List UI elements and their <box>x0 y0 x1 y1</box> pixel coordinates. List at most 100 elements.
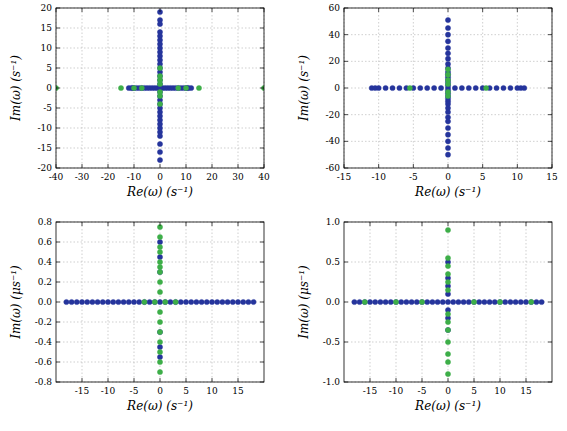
tick <box>448 8 449 12</box>
point <box>69 299 74 304</box>
tick <box>548 114 552 115</box>
y-tick-label: 0.5 <box>326 257 341 267</box>
tick <box>212 222 213 226</box>
point <box>163 299 168 304</box>
point <box>466 299 471 304</box>
tick <box>422 222 423 226</box>
tick <box>108 378 109 382</box>
point <box>157 354 162 359</box>
tick <box>82 164 83 168</box>
panel: -15-10-5051015-1.0-0.50.00.51.0Re(ω) (s⁻… <box>297 217 552 413</box>
point <box>445 287 450 292</box>
tick <box>344 168 348 169</box>
point <box>445 56 450 61</box>
x-tick-label: -15 <box>363 386 378 396</box>
tick <box>260 222 264 223</box>
tick <box>56 262 60 263</box>
point <box>445 25 450 30</box>
point <box>440 299 445 304</box>
tick <box>260 28 264 29</box>
point <box>471 299 476 304</box>
tick <box>108 164 109 168</box>
tick <box>344 164 345 168</box>
point <box>399 299 404 304</box>
y-tick-label: 10 <box>41 43 53 53</box>
tick <box>548 61 552 62</box>
tick <box>548 34 552 35</box>
tick <box>56 8 57 12</box>
tick <box>212 378 213 382</box>
point <box>105 299 110 304</box>
point <box>157 249 162 254</box>
tick <box>186 378 187 382</box>
point <box>445 299 450 304</box>
tick <box>238 8 239 12</box>
point <box>204 299 209 304</box>
y-tick-label: -0.4 <box>35 337 53 347</box>
tick <box>548 222 552 223</box>
tick <box>370 378 371 382</box>
y-tick-label: 0 <box>334 83 340 93</box>
x-axis-label: Re(ω) (s⁻¹) <box>126 185 193 199</box>
point <box>111 299 116 304</box>
point <box>189 85 194 90</box>
tick <box>413 8 414 12</box>
point <box>246 299 251 304</box>
point <box>466 85 471 90</box>
tick <box>548 382 552 383</box>
tick <box>260 242 264 243</box>
point <box>157 259 162 264</box>
point <box>157 73 162 78</box>
tick <box>260 108 264 109</box>
tick <box>344 222 348 223</box>
point <box>419 299 424 304</box>
y-tick-label: -10 <box>38 123 53 133</box>
frame <box>56 8 264 168</box>
tick <box>548 141 552 142</box>
tick <box>134 164 135 168</box>
point <box>362 299 367 304</box>
point <box>445 125 450 130</box>
point <box>209 299 214 304</box>
y-tick-label: 60 <box>329 3 341 13</box>
tick <box>82 8 83 12</box>
y-tick-label: -0.2 <box>35 317 52 327</box>
point <box>445 255 450 260</box>
point <box>157 101 162 106</box>
point <box>376 85 381 90</box>
point <box>445 263 450 268</box>
point <box>157 89 162 94</box>
y-tick-label: -5 <box>43 103 52 113</box>
tick <box>186 164 187 168</box>
point <box>378 299 383 304</box>
panel: -40-30-20-10010203040-20-15-10-505101520… <box>9 3 270 199</box>
point <box>383 85 388 90</box>
point <box>168 299 173 304</box>
point <box>100 299 105 304</box>
point <box>157 89 162 94</box>
point <box>194 299 199 304</box>
point <box>373 299 378 304</box>
point <box>414 299 419 304</box>
tick <box>448 164 449 168</box>
tick <box>260 168 264 169</box>
y-axis-label: Im(ω) (μs⁻¹) <box>9 265 23 340</box>
tick <box>134 8 135 12</box>
point <box>157 244 162 249</box>
y-tick-label: 0.2 <box>38 277 52 287</box>
point <box>407 85 412 90</box>
x-tick-label: 0 <box>445 172 451 182</box>
point <box>173 299 178 304</box>
point <box>118 85 123 90</box>
tick <box>448 222 449 226</box>
point <box>220 299 225 304</box>
point <box>445 72 450 77</box>
y-tick-label: -20 <box>38 163 53 173</box>
point <box>152 299 157 304</box>
point <box>445 145 450 150</box>
point <box>230 299 235 304</box>
y-tick-label: 20 <box>41 3 53 13</box>
tick <box>260 8 264 9</box>
point <box>445 139 450 144</box>
x-tick-label: 10 <box>512 172 524 182</box>
